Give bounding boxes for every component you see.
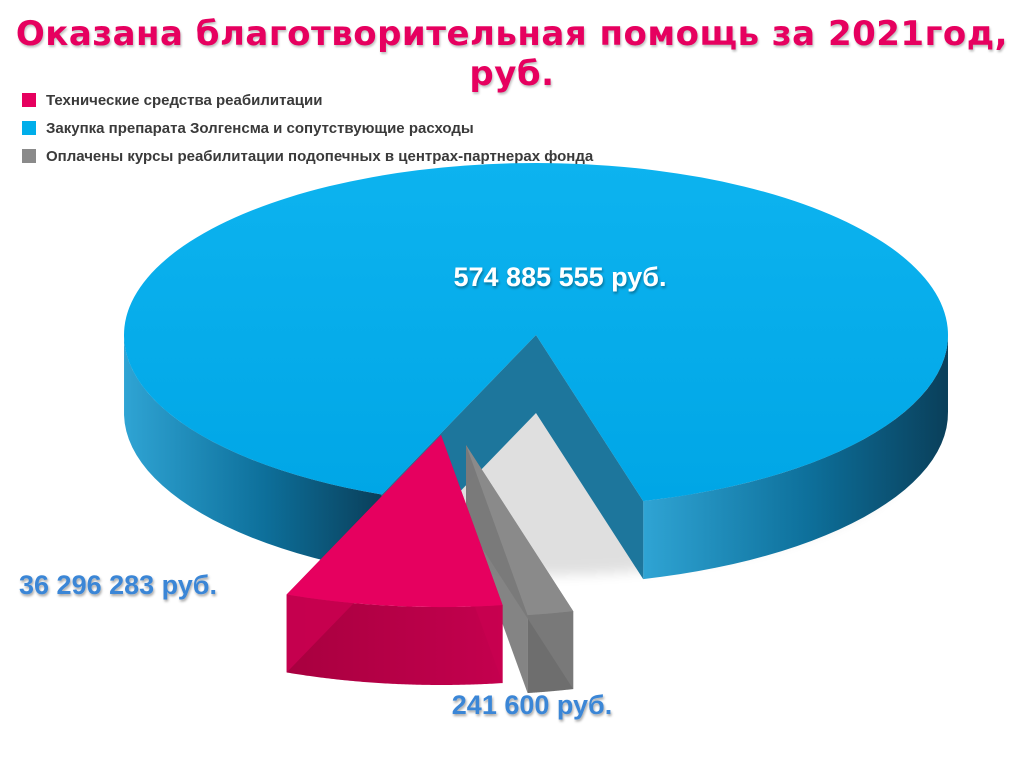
- slice-zolgensma-rim: [643, 333, 948, 580]
- legend-label-rehab-courses: Оплачены курсы реабилитации подопечных в…: [46, 147, 594, 165]
- slice-zolgensma-rim: [124, 337, 382, 573]
- slice-rehab-equipment-rim: [286, 594, 503, 685]
- data-label-rehab-courses: 241 600 руб.: [452, 690, 612, 720]
- slice-rehab-courses-top: [466, 445, 574, 616]
- legend-swatch-rehab-courses: [22, 149, 36, 163]
- legend: Технические средства реабилитации Закупк…: [22, 86, 593, 170]
- data-label-zolgensma: 574 885 555 руб.: [454, 262, 667, 292]
- legend-item-zolgensma: Закупка препарата Золгенсма и сопутствую…: [22, 114, 593, 142]
- legend-item-rehab-equipment: Технические средства реабилитации: [22, 86, 593, 114]
- legend-item-rehab-courses: Оплачены курсы реабилитации подопечных в…: [22, 142, 593, 170]
- data-label-rehab-equipment: 36 296 283 руб.: [19, 570, 217, 600]
- chart-title: Оказана благотворительная помощь за 2021…: [15, 14, 1009, 94]
- slice-rehab-equipment-top: [286, 435, 503, 607]
- legend-swatch-zolgensma: [22, 121, 36, 135]
- legend-swatch-rehab-equipment: [22, 93, 36, 107]
- legend-label-zolgensma: Закупка препарата Золгенсма и сопутствую…: [46, 119, 474, 137]
- slice-zolgensma-top: [124, 163, 949, 502]
- slice-zolgensma-cut-0: [536, 335, 644, 580]
- legend-label-rehab-equipment: Технические средства реабилитации: [46, 91, 323, 109]
